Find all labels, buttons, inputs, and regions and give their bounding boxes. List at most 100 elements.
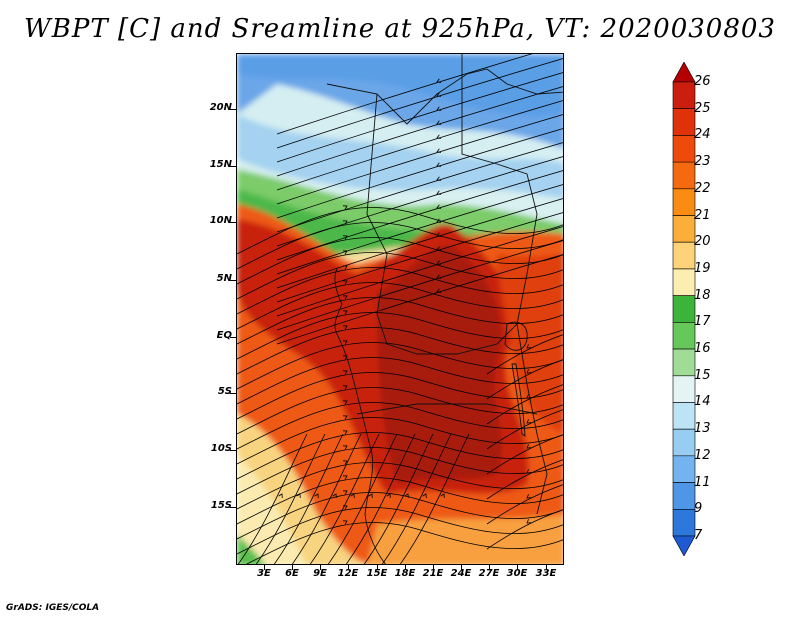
- streamline: [276, 128, 563, 219]
- colorbar-cells: [672, 62, 696, 556]
- lon-tick: [348, 565, 349, 570]
- lat-label-5s: 5S: [217, 386, 232, 397]
- streamline-arrow: [436, 92, 442, 97]
- streamline-arrow: [342, 220, 348, 225]
- streamline: [237, 252, 563, 300]
- streamline: [237, 507, 563, 555]
- colorbar-cell: [672, 508, 696, 537]
- streamline: [309, 433, 380, 564]
- streamline: [486, 359, 563, 400]
- streamline: [486, 409, 563, 450]
- lon-label-18e: 18E: [394, 568, 416, 579]
- streamline: [276, 72, 563, 163]
- streamlines: [237, 54, 563, 564]
- colorbar-label-24: 24: [694, 127, 711, 143]
- lon-label-27e: 27E: [478, 568, 500, 579]
- lat-label-10s: 10S: [210, 443, 232, 454]
- lon-label-6e: 6E: [285, 568, 299, 579]
- streamline-arrow: [342, 370, 348, 375]
- streamline: [237, 432, 563, 480]
- lon-tick: [292, 565, 293, 570]
- streamline: [276, 100, 563, 191]
- streamline-arrow: [526, 419, 532, 424]
- lon-label-15e: 15E: [366, 568, 388, 579]
- lon-tick: [489, 565, 490, 570]
- colorbar-cell: [672, 322, 696, 350]
- streamline-arrow: [342, 250, 348, 255]
- streamline-arrow: [436, 134, 442, 139]
- streamline-arrow: [436, 120, 442, 125]
- streamline: [237, 462, 563, 510]
- lon-tick: [405, 565, 406, 570]
- lon-label-33e: 33E: [535, 568, 557, 579]
- streamline-arrow: [342, 475, 348, 480]
- streamline-arrow: [526, 469, 532, 474]
- streamline-arrow: [342, 490, 348, 495]
- streamline-arrow: [436, 190, 442, 195]
- lon-tick: [320, 565, 321, 570]
- streamline: [237, 327, 563, 375]
- streamline: [276, 254, 563, 345]
- field-south-orange: [367, 514, 563, 564]
- streamline: [255, 433, 326, 564]
- colorbar-label-23: 23: [694, 154, 711, 170]
- streamline: [486, 434, 563, 475]
- lon-tick: [377, 565, 378, 570]
- streamline-arrow: [342, 265, 348, 270]
- streamline: [276, 226, 563, 317]
- colorbar-label-13: 13: [694, 421, 711, 437]
- map-title: WBPT [C] and Sreamline at 925hPa, VT: 20…: [24, 14, 776, 44]
- lat-tick: [230, 337, 236, 338]
- map-panel: [236, 53, 564, 565]
- streamline: [273, 433, 344, 564]
- lon-tick: [517, 565, 518, 570]
- colorbar-cell: [672, 108, 696, 136]
- field-east-warm: [497, 254, 563, 434]
- streamline: [237, 297, 563, 345]
- colorbar-cell: [672, 135, 696, 163]
- colorbar-cell: [672, 241, 696, 270]
- temperature-field: [237, 54, 563, 564]
- streamline-arrow: [386, 493, 391, 499]
- colorbar-cell: [672, 62, 696, 83]
- streamline: [363, 433, 434, 564]
- streamline-arrow: [526, 344, 532, 349]
- streamline-arrow: [342, 235, 348, 240]
- streamline: [237, 267, 563, 315]
- colorbar-cell: [672, 215, 696, 243]
- streamline: [237, 312, 563, 360]
- streamline-arrow: [404, 493, 409, 499]
- streamline-arrow: [342, 355, 348, 360]
- streamline-arrow: [436, 162, 442, 167]
- streamline: [276, 86, 563, 177]
- field-hottest: [377, 245, 502, 484]
- streamline: [276, 184, 563, 275]
- colorbar-cell: [672, 161, 696, 190]
- streamline: [237, 207, 563, 255]
- lon-label-24e: 24E: [450, 568, 472, 579]
- streamline: [276, 142, 563, 233]
- streamline-arrow: [342, 295, 348, 300]
- colorbar-label-20: 20: [694, 234, 711, 250]
- colorbar-cell: [672, 188, 696, 216]
- lon-label-30e: 30E: [506, 568, 528, 579]
- colorbar-cell: [672, 428, 696, 457]
- streamline-arrow: [342, 205, 348, 210]
- colorbar-label-9: 9: [694, 501, 703, 517]
- lon-label-9e: 9E: [313, 568, 327, 579]
- lon-label-3e: 3E: [257, 568, 271, 579]
- colorbar-cell: [672, 535, 696, 556]
- streamline-arrow: [342, 520, 348, 525]
- colorbar-label-15: 15: [694, 367, 711, 383]
- streamline-arrow: [350, 493, 355, 499]
- lat-tick: [230, 222, 236, 223]
- lat-tick: [230, 109, 236, 110]
- streamline-arrow: [342, 460, 348, 465]
- colorbar-label-16: 16: [694, 341, 711, 357]
- streamline-arrow: [526, 494, 532, 499]
- streamline-arrow: [436, 260, 442, 265]
- streamline: [237, 477, 563, 525]
- streamline-arrow: [332, 493, 337, 499]
- streamline: [276, 212, 563, 303]
- streamline-arrow: [342, 340, 348, 345]
